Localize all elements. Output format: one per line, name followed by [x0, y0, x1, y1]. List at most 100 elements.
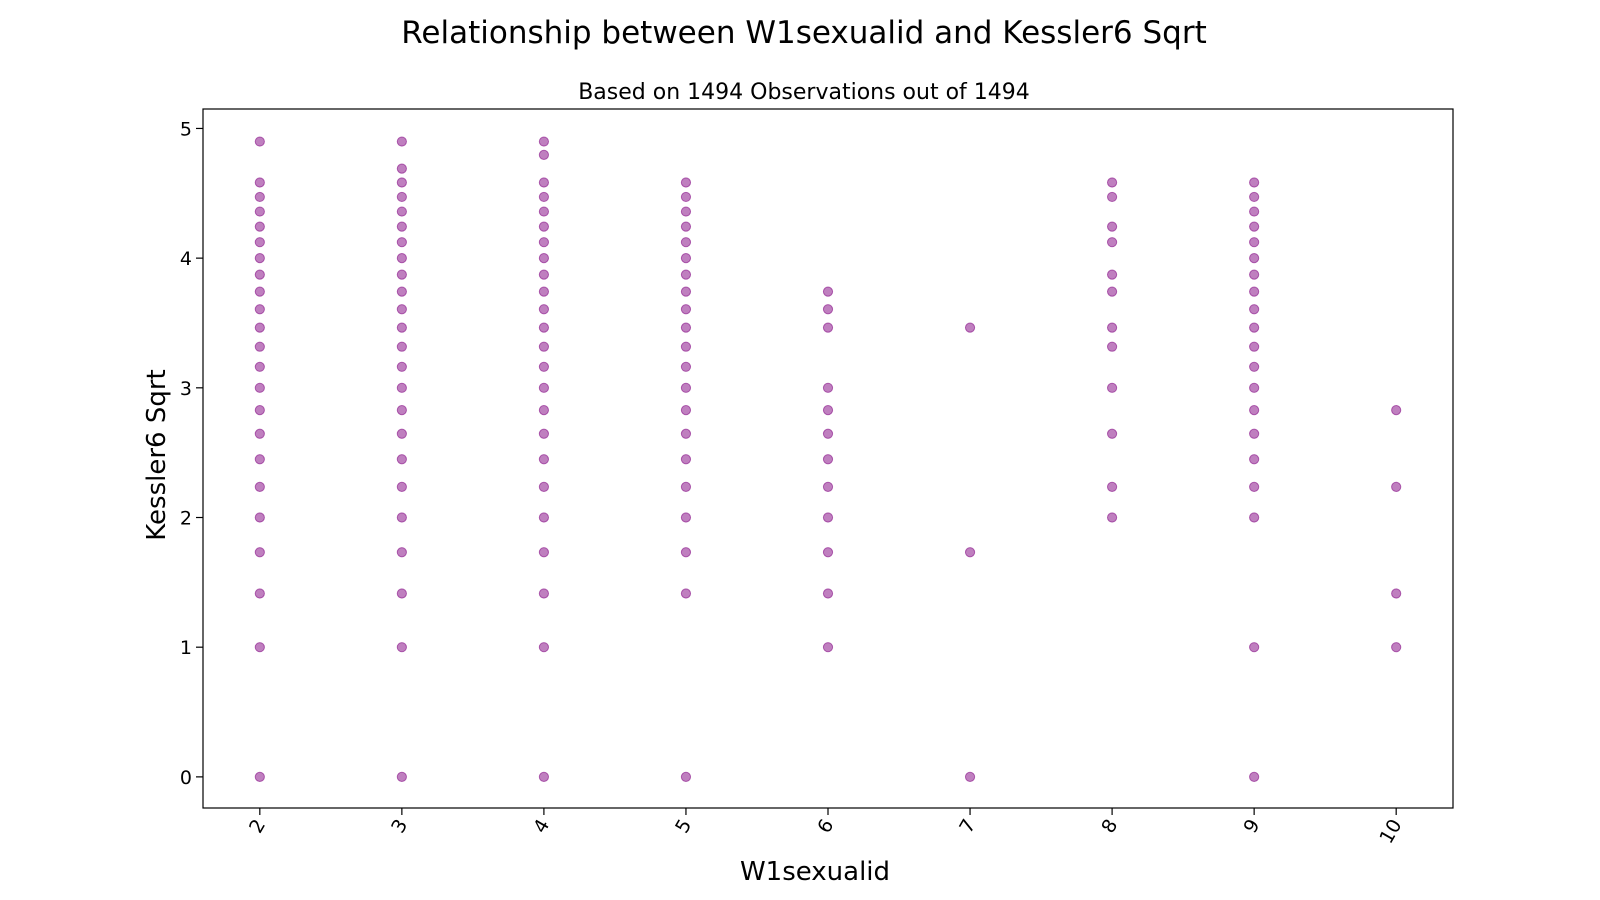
data-point — [822, 512, 834, 523]
data-point — [1249, 253, 1260, 264]
data-point — [680, 341, 692, 352]
x-tick-label: 4 — [529, 816, 554, 837]
data-point — [1106, 481, 1118, 492]
data-point — [1249, 341, 1260, 352]
data-point — [254, 237, 265, 248]
data-point — [538, 454, 550, 465]
data-point — [396, 269, 407, 280]
data-point — [680, 481, 692, 492]
x-tick-label: 8 — [1097, 816, 1122, 837]
data-point — [254, 286, 265, 297]
data-point — [254, 191, 265, 203]
x-tick-label: 2 — [245, 816, 270, 837]
data-point — [254, 177, 265, 188]
data-point — [396, 588, 407, 599]
data-point — [254, 547, 265, 558]
data-point — [396, 642, 407, 653]
data-point — [396, 206, 407, 217]
data-point — [1106, 512, 1118, 523]
data-point — [254, 428, 265, 439]
data-point — [396, 136, 407, 147]
data-point — [396, 382, 407, 393]
data-point — [1249, 771, 1260, 782]
data-point — [396, 454, 407, 465]
data-point — [680, 382, 692, 393]
data-point — [538, 206, 550, 217]
data-point — [1249, 512, 1260, 523]
data-point — [680, 512, 692, 523]
data-point — [396, 341, 407, 352]
data-point — [538, 149, 550, 161]
data-point — [1391, 405, 1402, 416]
data-point — [396, 253, 407, 264]
data-point — [538, 512, 550, 523]
data-point — [1106, 382, 1118, 393]
data-point — [396, 304, 407, 315]
data-point — [1249, 428, 1260, 439]
data-point — [680, 304, 692, 315]
data-point — [822, 405, 834, 416]
data-point — [1391, 642, 1402, 653]
data-point — [1106, 322, 1118, 333]
data-point — [396, 405, 407, 416]
chart-subtitle: Based on 1494 Observations out of 1494 — [578, 80, 1030, 105]
data-point — [822, 322, 834, 333]
data-point — [680, 405, 692, 416]
data-point — [396, 177, 407, 188]
data-point — [538, 771, 550, 782]
data-point — [396, 163, 407, 174]
data-point — [396, 481, 407, 492]
x-tick-label: 7 — [955, 816, 980, 837]
x-tick-label: 9 — [1239, 816, 1264, 837]
data-point — [1249, 237, 1260, 248]
data-point — [396, 771, 407, 782]
data-point — [396, 361, 407, 372]
data-point — [1106, 341, 1118, 352]
data-point — [822, 642, 834, 653]
data-point — [964, 771, 976, 782]
data-point — [396, 286, 407, 297]
data-point — [1249, 382, 1260, 393]
data-point — [254, 341, 265, 352]
data-point — [538, 382, 550, 393]
data-point — [538, 237, 550, 248]
x-axis: 2 3 4 5 6 7 8 9 10 — [245, 808, 1407, 847]
data-point — [680, 588, 692, 599]
data-point — [538, 269, 550, 280]
data-point — [1391, 588, 1402, 599]
data-point — [254, 771, 265, 782]
data-point — [822, 588, 834, 599]
x-tick-label: 6 — [813, 816, 838, 837]
x-axis-label: W1sexualid — [740, 857, 890, 887]
data-point — [254, 588, 265, 599]
x-tick-label: 5 — [671, 816, 696, 837]
data-point — [538, 286, 550, 297]
data-point — [396, 191, 407, 203]
data-point — [680, 221, 692, 232]
data-point — [538, 322, 550, 333]
y-tick-label: 0 — [180, 767, 192, 789]
data-point — [1106, 191, 1118, 203]
y-axis-label: Kessler6 Sqrt — [142, 369, 172, 540]
data-point — [680, 771, 692, 782]
data-point — [964, 322, 976, 333]
data-point — [254, 322, 265, 333]
data-point — [822, 547, 834, 558]
data-point — [538, 547, 550, 558]
x-tick-label: 3 — [387, 816, 412, 837]
data-point — [680, 322, 692, 333]
data-point — [680, 428, 692, 439]
y-tick-label: 1 — [180, 637, 192, 659]
data-point — [1249, 221, 1260, 232]
data-point — [254, 304, 265, 315]
data-point — [396, 237, 407, 248]
data-point — [822, 481, 834, 492]
data-point — [396, 221, 407, 232]
data-point — [1391, 481, 1402, 492]
data-point — [680, 237, 692, 248]
data-point — [1249, 191, 1260, 203]
data-point — [538, 221, 550, 232]
data-point — [680, 454, 692, 465]
data-point — [680, 177, 692, 188]
data-point — [1249, 454, 1260, 465]
